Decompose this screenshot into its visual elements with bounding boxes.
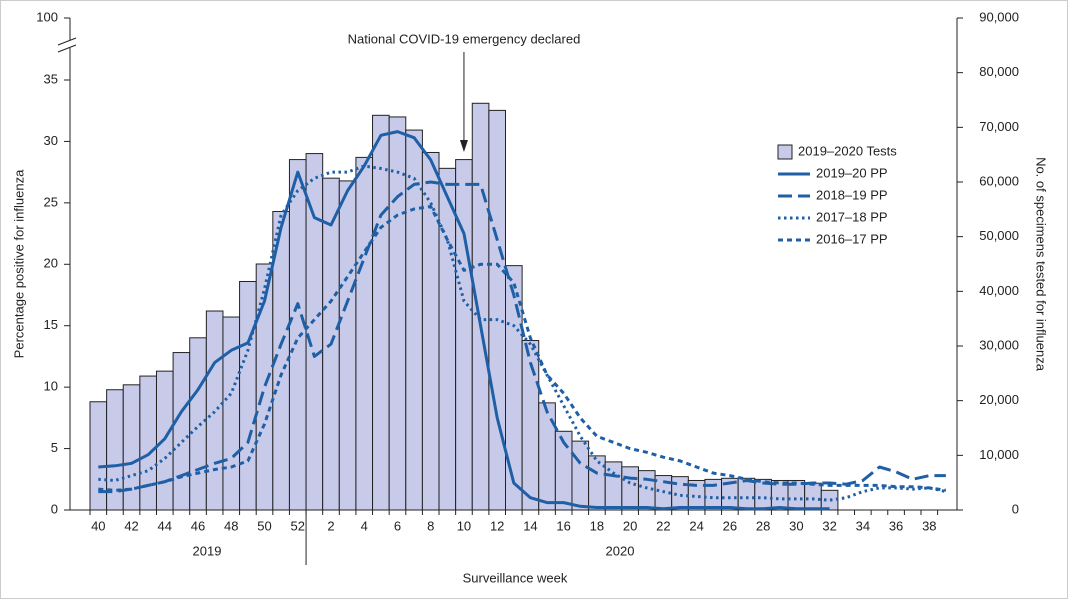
- x-tick-label: 24: [689, 518, 703, 533]
- x-tick-label: 44: [158, 518, 172, 533]
- x-tick-label: 10: [457, 518, 471, 533]
- bar: [471, 102, 490, 511]
- x-tick-label: 38: [922, 518, 936, 533]
- y2-tick-label: 60,000: [979, 173, 1019, 188]
- x-tick-label: 4: [361, 518, 368, 533]
- y-tick-label: 10: [44, 379, 58, 394]
- bar: [239, 280, 257, 511]
- x-tick-label: 16: [556, 518, 570, 533]
- x-tick-label: 12: [490, 518, 504, 533]
- y2-tick-label: 50,000: [979, 228, 1019, 243]
- y-tick-label: 100: [36, 9, 58, 24]
- line: [98, 164, 947, 502]
- bar: [455, 159, 473, 511]
- x-tick-label: 50: [257, 518, 271, 533]
- bar: [571, 440, 590, 511]
- annotation: National COVID-19 emergency declared: [348, 31, 581, 46]
- y-tick-label: 35: [44, 71, 58, 86]
- y-tick-label: 15: [44, 317, 58, 332]
- legend-label: 2018–19 PP: [816, 187, 888, 202]
- bar: [671, 476, 689, 511]
- x-tick-label: 30: [789, 518, 803, 533]
- y-tick-label: 30: [44, 133, 58, 148]
- bar: [804, 482, 822, 511]
- legend-label: 2016–17 PP: [816, 231, 888, 246]
- x-tick-label: 2: [327, 518, 334, 533]
- y2-tick-label: 90,000: [979, 9, 1019, 24]
- x-axis-title: Surveillance week: [463, 570, 568, 585]
- bar: [538, 402, 556, 511]
- x-tick-label: 18: [590, 518, 604, 533]
- x-tick-label: 46: [191, 518, 205, 533]
- bar: [189, 337, 207, 511]
- bar: [737, 477, 756, 511]
- year-label: 2019: [193, 543, 222, 558]
- x-tick-label: 42: [124, 518, 138, 533]
- bar: [820, 489, 839, 511]
- x-tick-label: 40: [91, 518, 105, 533]
- y2-tick-label: 70,000: [979, 119, 1019, 134]
- x-tick-label: 8: [427, 518, 434, 533]
- y2-tick-label: 80,000: [979, 64, 1019, 79]
- x-tick-label: 36: [889, 518, 903, 533]
- bar: [338, 180, 357, 511]
- y2-tick-label: 20,000: [979, 392, 1019, 407]
- x-tick-label: 6: [394, 518, 401, 533]
- x-tick-label: 52: [291, 518, 305, 533]
- x-tick-label: 28: [756, 518, 770, 533]
- y2-axis-title: No. of specimens tested for influenza: [1034, 157, 1049, 372]
- line: [98, 205, 947, 492]
- bar: [388, 116, 407, 511]
- legend-swatch: [777, 144, 793, 160]
- y-tick-label: 20: [44, 256, 58, 271]
- x-tick-label: 34: [856, 518, 870, 533]
- y-tick-label: 0: [51, 501, 58, 516]
- y-tick-label: 25: [44, 194, 58, 209]
- annotation-arrowhead: [459, 140, 468, 152]
- bar: [621, 466, 639, 511]
- legend-label: 2019–20 PP: [816, 165, 888, 180]
- bar: [488, 109, 507, 511]
- line: [98, 130, 830, 511]
- bar: [139, 375, 157, 511]
- x-tick-label: 20: [623, 518, 637, 533]
- legend-label: 2017–18 PP: [816, 209, 888, 224]
- y-axis-title: Percentage positive for influenza: [11, 169, 26, 358]
- legend-bg: [772, 140, 922, 250]
- axis-break-gap: [58, 40, 82, 48]
- y2-tick-label: 0: [1012, 501, 1019, 516]
- bar: [305, 153, 324, 511]
- y2-tick-label: 10,000: [979, 447, 1019, 462]
- x-tick-label: 48: [224, 518, 238, 533]
- year-label: 2020: [606, 543, 635, 558]
- x-tick-label: 14: [523, 518, 537, 533]
- bar: [438, 167, 457, 511]
- bar: [372, 114, 390, 511]
- bar: [222, 316, 241, 511]
- axis-break: [57, 44, 77, 53]
- y2-tick-label: 40,000: [979, 283, 1019, 298]
- axis-break: [57, 37, 77, 46]
- bar: [588, 455, 606, 511]
- bar: [89, 401, 108, 511]
- bar: [205, 310, 224, 511]
- x-tick-label: 26: [723, 518, 737, 533]
- bar: [288, 159, 307, 511]
- x-tick-label: 22: [656, 518, 670, 533]
- x-tick-label: 32: [822, 518, 836, 533]
- bar: [172, 352, 191, 511]
- bar: [355, 156, 374, 511]
- y2-tick-label: 30,000: [979, 337, 1019, 352]
- legend-label: 2019–2020 Tests: [798, 143, 897, 158]
- y-tick-label: 5: [51, 440, 58, 455]
